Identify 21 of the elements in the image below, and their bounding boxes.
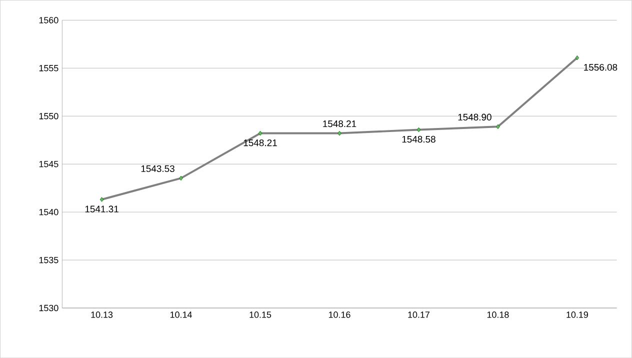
y-tick-label: 1535 — [39, 256, 58, 264]
x-tick-label: 10.18 — [487, 311, 509, 318]
y-tick-label: 1555 — [39, 64, 58, 72]
x-tick-label: 10.15 — [250, 311, 272, 318]
x-tick-label: 10.13 — [91, 311, 113, 318]
y-tick-label: 1560 — [39, 16, 58, 24]
y-tick-label: 1545 — [39, 160, 58, 168]
x-tick-label: 10.19 — [566, 311, 588, 318]
data-label: 1543.53 — [141, 165, 174, 172]
x-tick-label: 10.17 — [408, 311, 430, 318]
x-tick-label: 10.14 — [170, 311, 192, 318]
data-label: 1541.31 — [85, 206, 118, 212]
data-label: 1548.21 — [244, 139, 277, 146]
y-tick-label: 1540 — [39, 208, 58, 216]
data-label: 1548.90 — [458, 114, 492, 120]
y-tick-label: 1530 — [39, 304, 58, 312]
data-label: 1548.58 — [402, 136, 436, 143]
x-tick-label: 10.16 — [328, 311, 350, 318]
y-tick-label: 1550 — [39, 112, 58, 120]
data-label: 1556.08 — [584, 64, 618, 71]
data-label: 1548.21 — [323, 120, 356, 128]
